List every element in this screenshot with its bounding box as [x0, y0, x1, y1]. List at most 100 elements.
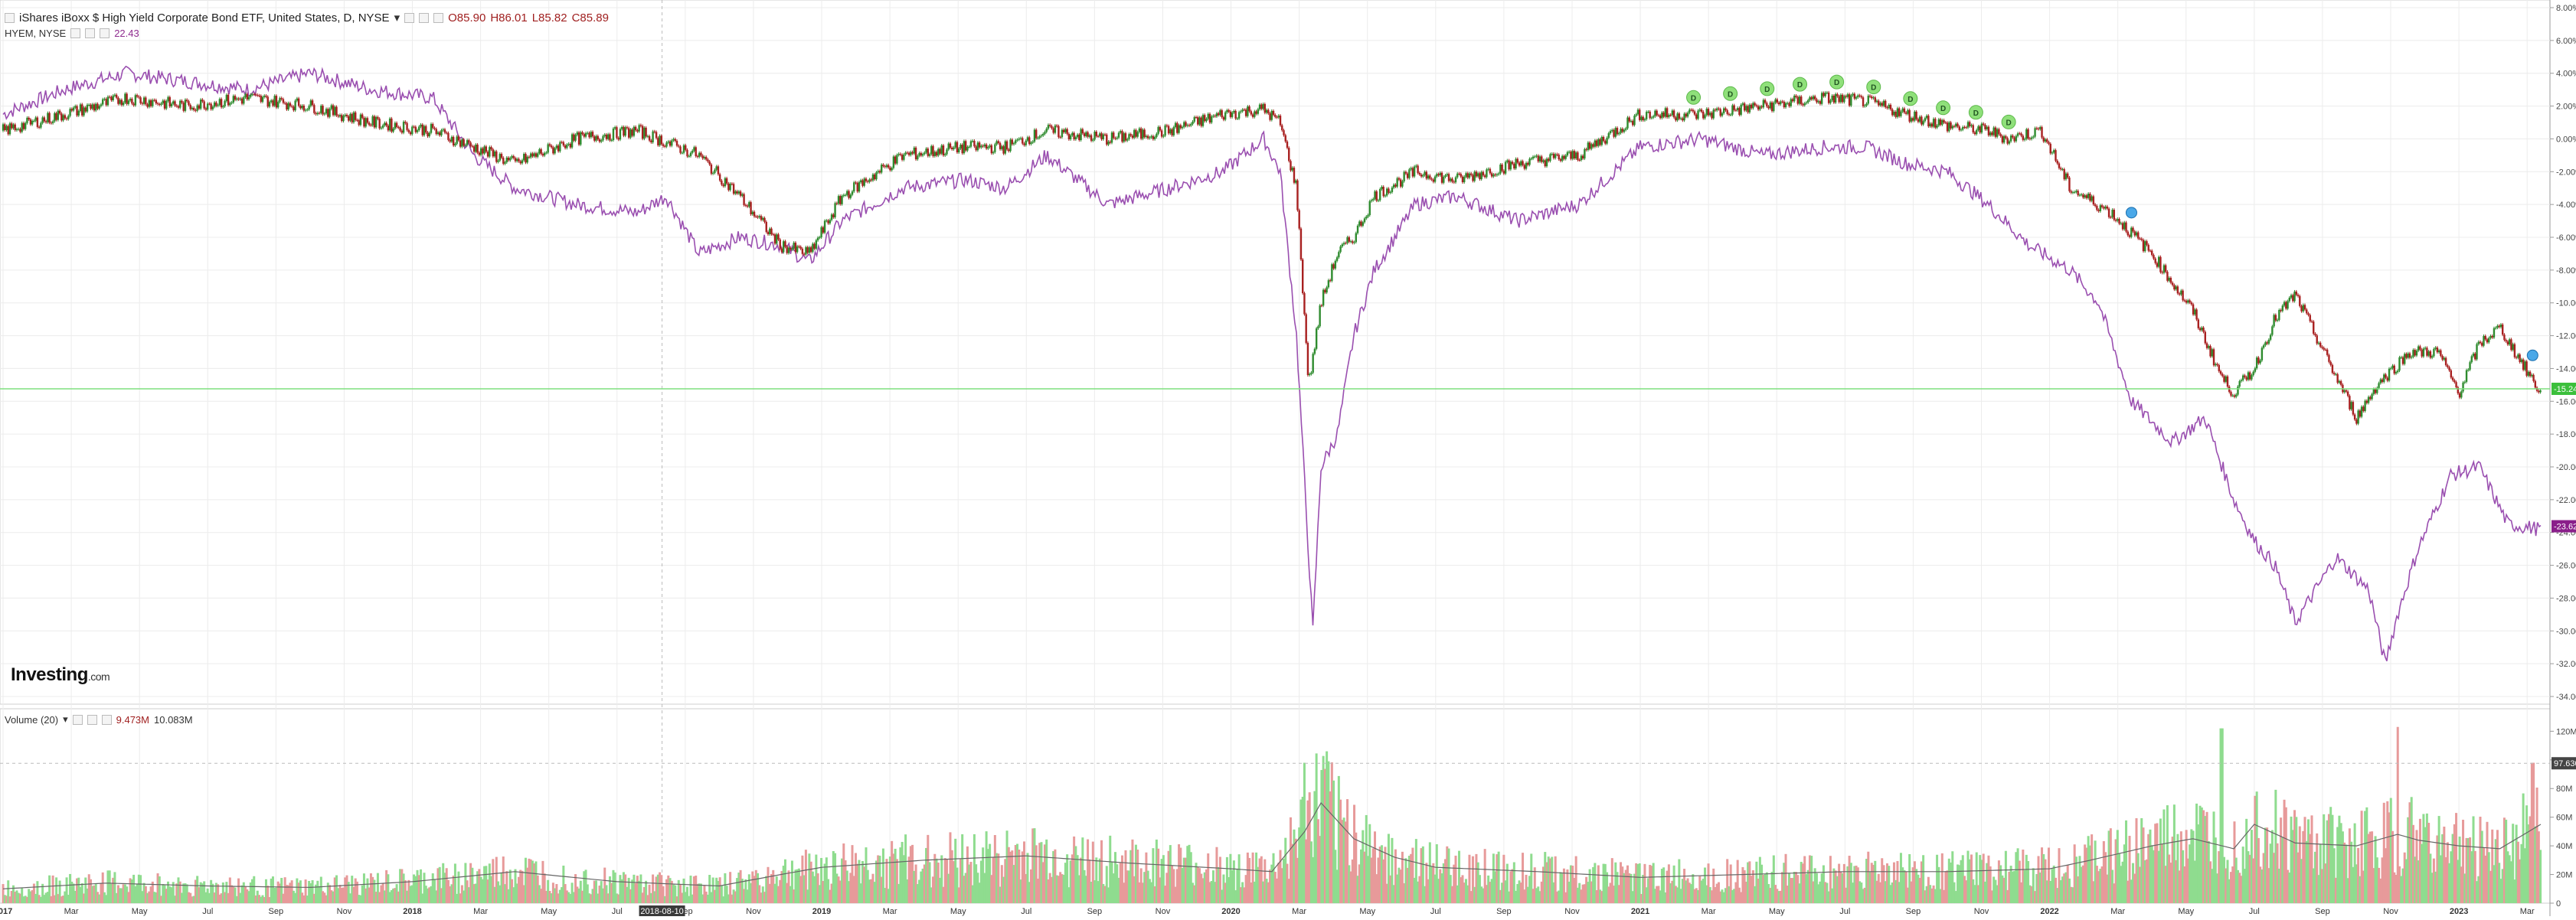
volume-bar	[1635, 863, 1638, 903]
compare-hide-icon[interactable]	[85, 28, 96, 38]
volume-bar	[1146, 870, 1149, 903]
volume-bar	[2375, 857, 2378, 903]
candle	[1755, 105, 1758, 106]
volume-hide-icon[interactable]	[87, 714, 97, 725]
candle	[992, 152, 995, 154]
volume-bar	[70, 881, 74, 903]
volume-bar	[1561, 873, 1564, 903]
volume-bar	[871, 873, 874, 903]
volume-bar	[577, 888, 580, 903]
volume-bar	[100, 883, 103, 903]
candle	[323, 113, 326, 115]
volume-bar	[2214, 837, 2217, 903]
volume-bar	[184, 883, 187, 903]
volume-bar	[1398, 867, 1401, 903]
candle	[1447, 174, 1450, 181]
candle	[523, 154, 525, 161]
candle	[1871, 96, 1873, 99]
candle	[554, 148, 556, 154]
volume-bar	[1178, 844, 1181, 903]
volume-bar	[2463, 873, 2466, 903]
volume-bar	[1614, 862, 1617, 903]
candle	[84, 107, 87, 112]
volume-bar	[923, 864, 926, 903]
candle	[345, 115, 348, 117]
candle	[2486, 339, 2489, 343]
hide-icon[interactable]	[419, 12, 430, 23]
candle	[841, 195, 843, 204]
volume-bar	[859, 883, 862, 903]
settings-icon[interactable]	[404, 12, 415, 23]
volume-bar	[1705, 885, 1708, 903]
candle	[2123, 222, 2126, 230]
candle	[2355, 419, 2358, 424]
volume-bar	[863, 866, 866, 903]
candle	[751, 211, 754, 214]
candle	[2429, 351, 2432, 358]
candle	[1035, 129, 1038, 139]
candle	[1809, 97, 1811, 100]
volume-bar	[2211, 869, 2214, 903]
volume-bar	[1784, 853, 1787, 903]
volume-bar	[1953, 882, 1956, 903]
candle	[921, 154, 924, 156]
candle	[420, 124, 422, 127]
candle	[436, 132, 440, 135]
candle	[1943, 120, 1945, 123]
candle	[1157, 126, 1159, 134]
candle	[2462, 382, 2464, 392]
volume-bar	[351, 876, 354, 903]
volume-bar	[41, 883, 44, 903]
candle	[195, 109, 197, 111]
volume-bar	[1406, 867, 1409, 903]
volume-bar	[1904, 871, 1907, 903]
volume-bar	[1074, 846, 1077, 903]
volume-bar	[2051, 869, 2054, 903]
candle	[1781, 101, 1783, 103]
candle	[1113, 132, 1115, 139]
candle	[4, 124, 6, 130]
candle	[413, 126, 415, 128]
candle	[1838, 96, 1840, 103]
volume-bar	[1447, 848, 1450, 903]
y-tick-label: -2.00%	[2556, 168, 2576, 177]
candle	[559, 142, 561, 152]
volume-bar	[2389, 798, 2392, 903]
volume-bar	[1499, 889, 1502, 903]
volume-bar	[132, 874, 136, 903]
compare-settings-icon[interactable]	[70, 28, 81, 38]
volume-bar	[1881, 858, 1884, 903]
candle	[918, 152, 920, 156]
candle	[2269, 334, 2272, 340]
candle	[2295, 291, 2297, 295]
dividend-badge	[1793, 77, 1808, 92]
candle	[1142, 129, 1144, 139]
volume-close-icon[interactable]	[101, 714, 112, 725]
compare-close-icon[interactable]	[100, 28, 110, 38]
collapse-legend-icon[interactable]	[5, 12, 15, 23]
candle	[725, 178, 728, 184]
volume-bar	[2028, 885, 2032, 903]
candle	[2357, 410, 2359, 424]
volume-bar	[899, 847, 902, 903]
candle	[1045, 129, 1048, 132]
y-tick-label: 8.00%	[2556, 4, 2576, 13]
close-icon[interactable]	[433, 12, 444, 23]
volume-bar	[2404, 859, 2408, 903]
volume-bar	[198, 887, 201, 903]
volume-bar	[659, 872, 662, 903]
candle	[62, 115, 64, 121]
chevron-down-icon[interactable]: ▾	[394, 11, 400, 24]
candle	[188, 101, 190, 106]
volume-bar	[1555, 891, 1558, 903]
volume-settings-icon[interactable]	[72, 714, 83, 725]
volume-bar	[1162, 855, 1165, 903]
volume-bar	[2018, 860, 2021, 903]
volume-chevron-icon[interactable]: ▾	[63, 713, 68, 725]
candle	[660, 135, 663, 145]
candle	[951, 148, 953, 150]
candle	[614, 127, 616, 129]
candle	[1497, 173, 1500, 175]
candle	[1475, 171, 1478, 177]
